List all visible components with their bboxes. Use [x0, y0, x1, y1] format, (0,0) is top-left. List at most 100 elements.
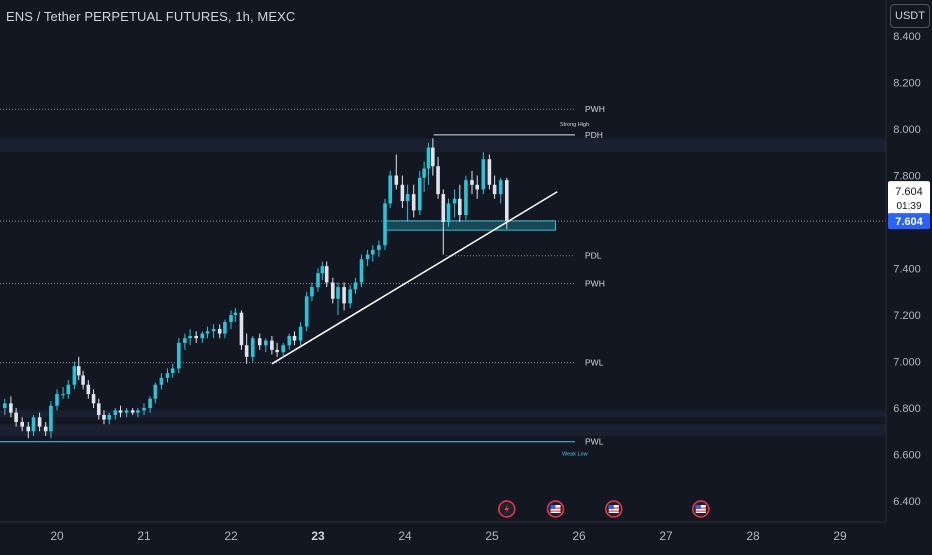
candle-body — [55, 394, 59, 406]
candle-body — [239, 312, 244, 346]
candle-body — [324, 266, 329, 283]
candle-body — [371, 249, 375, 255]
time-tick-label: 27 — [659, 529, 673, 543]
candle-body — [244, 345, 249, 357]
current-price-label: 7.604 — [895, 216, 923, 228]
candle-body — [441, 194, 446, 222]
last-price-box: 7.604 01:39 7.604 — [888, 181, 930, 230]
candle-body — [200, 333, 205, 339]
price-scale-panel[interactable] — [886, 0, 932, 522]
candle-body — [365, 254, 370, 260]
levels-layer: PWH PDH PDL PWH PWL PWL Strong High Weak Low — [0, 104, 886, 458]
price-tick-label: 6.400 — [893, 496, 921, 508]
candle-body — [359, 259, 364, 283]
candle-body — [298, 326, 303, 341]
currency-button[interactable]: USDT — [890, 4, 930, 28]
time-tick-label: 20 — [50, 529, 64, 543]
candle-body — [37, 417, 42, 427]
candle-body — [250, 338, 255, 357]
candle-body — [130, 410, 135, 413]
candle-body — [431, 147, 435, 167]
flag-stripe — [608, 510, 619, 512]
time-tick-label: 25 — [485, 529, 499, 543]
time-tick-label: 28 — [746, 529, 760, 543]
price-tick-label: 8.000 — [893, 124, 921, 136]
candle-body — [481, 159, 486, 190]
candle-body — [458, 198, 462, 216]
pwl-level-label: PWL — [585, 437, 604, 447]
order-block-zone — [384, 220, 557, 231]
pwh-level-lower-label: PWH — [585, 279, 605, 289]
time-tick-label: 21 — [137, 529, 151, 543]
candle-body — [72, 366, 77, 385]
current-price-bg — [888, 213, 930, 230]
candle-body — [270, 340, 274, 350]
candle-body — [281, 345, 285, 353]
candle-body — [411, 194, 416, 211]
pdl-level-label: PDL — [585, 251, 602, 261]
candle-body — [377, 245, 381, 250]
price-tick-label: 6.600 — [893, 450, 921, 462]
last-price-bg — [888, 181, 930, 216]
candle-body — [9, 403, 13, 413]
candle-body — [342, 287, 346, 304]
candle-body — [113, 410, 118, 415]
candle-body — [304, 296, 309, 327]
candle-body — [264, 340, 268, 346]
candle-body — [452, 198, 457, 204]
candle-body — [394, 175, 399, 185]
price-tick-label: 7.200 — [893, 310, 921, 322]
candle-body — [43, 426, 48, 432]
time-tick-label: 26 — [572, 529, 586, 543]
candle-body — [426, 147, 431, 169]
candle-body — [211, 328, 216, 332]
candle-body — [292, 335, 297, 341]
demand-zone — [0, 410, 886, 418]
candle-body — [487, 159, 492, 185]
time-tick-label: 23 — [311, 529, 325, 543]
candle-body — [436, 166, 440, 195]
candle-body — [177, 342, 181, 369]
pml-level-label: PWL — [585, 358, 604, 368]
last-price-value: 7.604 — [895, 186, 923, 198]
time-axis-panel[interactable] — [0, 522, 932, 550]
candle-body — [183, 338, 187, 343]
candle-body — [316, 273, 320, 288]
flag-canton — [608, 505, 614, 509]
candle-body — [159, 377, 164, 385]
candle-body — [124, 410, 129, 413]
candle-body — [194, 335, 198, 339]
candle-body — [464, 180, 468, 216]
price-tick-label: 7.000 — [893, 357, 921, 369]
candle-body — [153, 384, 158, 399]
candle-body — [61, 394, 65, 396]
candle-body — [142, 408, 146, 411]
candle-body — [405, 194, 410, 202]
time-tick-label: 24 — [398, 529, 412, 543]
flag-canton — [550, 505, 556, 509]
candle-body — [348, 289, 352, 304]
candle-body — [66, 384, 71, 395]
candle-body — [223, 321, 227, 334]
trendline-layer — [271, 191, 558, 365]
weak-low-annotation: Weak Low — [562, 452, 588, 458]
demand-zone-lower — [0, 424, 886, 436]
candle-body — [188, 335, 192, 339]
candle-body — [107, 414, 111, 420]
event-icons-layer — [498, 500, 710, 518]
candle-body — [14, 412, 18, 422]
lightning-glyph — [504, 504, 510, 514]
candle-body — [498, 180, 503, 195]
candle-body — [446, 203, 451, 222]
candle-body — [205, 331, 210, 334]
pwh-level-upper-label: PWH — [585, 104, 605, 114]
candle-body — [330, 282, 335, 299]
candle-body — [400, 184, 405, 202]
candle-body — [31, 417, 36, 432]
candle-body — [257, 338, 262, 346]
candle-body — [422, 168, 426, 178]
candle-body — [76, 366, 81, 376]
